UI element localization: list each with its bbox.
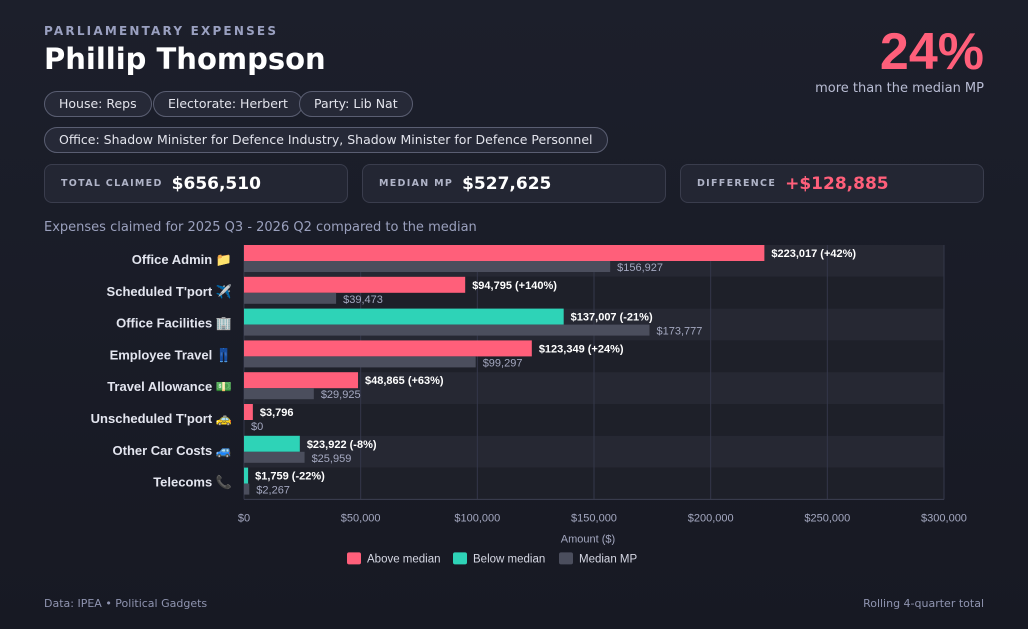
median-value-label: $29,925 [321, 389, 361, 401]
x-tick-label: $250,000 [804, 512, 850, 524]
legend-label-median: Median MP [579, 553, 637, 565]
legend-swatch-median [559, 552, 573, 565]
median-value-label: $0 [251, 421, 263, 433]
legend-label-below: Below median [473, 553, 545, 565]
stat-median-mp: MEDIAN MP $527,625 [362, 164, 666, 203]
expense-value-label: $3,796 [260, 407, 294, 419]
median-bar [244, 388, 314, 400]
expense-bar [244, 245, 765, 261]
median-value-label: $156,927 [617, 262, 663, 274]
expense-value-label: $94,795 (+140%) [472, 280, 557, 292]
category-label: Telecoms 📞 [153, 474, 233, 490]
x-tick-label: $100,000 [454, 512, 500, 524]
category-label: Office Facilities 🏢 [116, 316, 232, 331]
expense-bar [244, 467, 249, 484]
median-bar [244, 324, 650, 336]
expense-bar [244, 372, 359, 389]
expense-value-label: $123,349 (+24%) [539, 343, 624, 355]
expense-value-label: $223,017 (+42%) [771, 248, 856, 260]
expense-bar [244, 308, 564, 325]
median-value-label: $39,473 [343, 294, 383, 306]
median-bar [244, 292, 337, 304]
median-value-label: $99,297 [483, 357, 523, 369]
stat-median-label: MEDIAN MP [379, 178, 454, 189]
stat-total-claimed: TOTAL CLAIMED $656,510 [44, 164, 348, 203]
expense-bar [244, 340, 532, 357]
median-bar [244, 483, 250, 495]
category-label: Travel Allowance 💵 [107, 379, 232, 394]
stat-diff-value: +$128,885 [785, 173, 889, 194]
x-tick-label: $50,000 [341, 512, 381, 524]
expenses-bar-chart: $223,017 (+42%) $156,927 Office Admin 📁 $94… [91, 245, 967, 565]
stat-total-value: $656,510 [171, 173, 261, 194]
data-source: Data: IPEA • Political Gadgets [44, 597, 208, 610]
x-axis-title: Amount ($) [561, 533, 615, 545]
party-pill: Party: Lib Nat [299, 91, 413, 117]
median-value-label: $173,777 [656, 326, 702, 338]
eyebrow-label: PARLIAMENTARY EXPENSES [44, 24, 279, 38]
median-value-label: $25,959 [312, 453, 352, 465]
percent-caption: more than the median MP [815, 81, 984, 96]
stat-median-value: $527,625 [462, 173, 552, 194]
electorate-pill: Electorate: Herbert [153, 91, 303, 117]
x-tick-label: $0 [238, 512, 250, 524]
expense-value-label: $1,759 (-22%) [255, 471, 325, 483]
median-value-label: $2,267 [256, 485, 290, 497]
legend-swatch-below [453, 552, 467, 565]
chart-subtitle: Expenses claimed for 2025 Q3 - 2026 Q2 c… [44, 220, 477, 235]
house-pill: House: Reps [44, 91, 152, 117]
expense-value-label: $48,865 (+63%) [365, 375, 444, 387]
percent-above-median: 24% [879, 23, 984, 81]
expense-bar [244, 276, 466, 293]
category-label: Scheduled T'port ✈️ [107, 283, 232, 299]
median-bar [244, 356, 476, 368]
stat-total-label: TOTAL CLAIMED [61, 178, 163, 189]
period-note: Rolling 4-quarter total [863, 597, 984, 610]
stat-difference: DIFFERENCE +$128,885 [680, 164, 984, 203]
median-bar [244, 261, 611, 272]
office-pill: Office: Shadow Minister for Defence Indu… [44, 127, 608, 153]
expense-value-label: $137,007 (-21%) [571, 312, 653, 324]
legend-label-above: Above median [367, 553, 441, 565]
expense-bar [244, 404, 253, 420]
category-label: Other Car Costs 🚙 [113, 443, 233, 459]
category-label: Employee Travel 👖 [110, 347, 232, 362]
category-label: Office Admin 📁 [132, 252, 232, 267]
mp-name: Phillip Thompson [44, 42, 326, 76]
stat-diff-label: DIFFERENCE [697, 178, 777, 189]
x-tick-label: $150,000 [571, 512, 617, 524]
x-tick-label: $300,000 [921, 512, 967, 524]
expense-bar [244, 435, 300, 452]
expense-value-label: $23,922 (-8%) [307, 439, 377, 451]
category-label: Unscheduled T'port 🚕 [91, 411, 232, 426]
median-bar [244, 451, 305, 463]
x-tick-label: $200,000 [688, 512, 734, 524]
legend-swatch-above [347, 552, 361, 565]
